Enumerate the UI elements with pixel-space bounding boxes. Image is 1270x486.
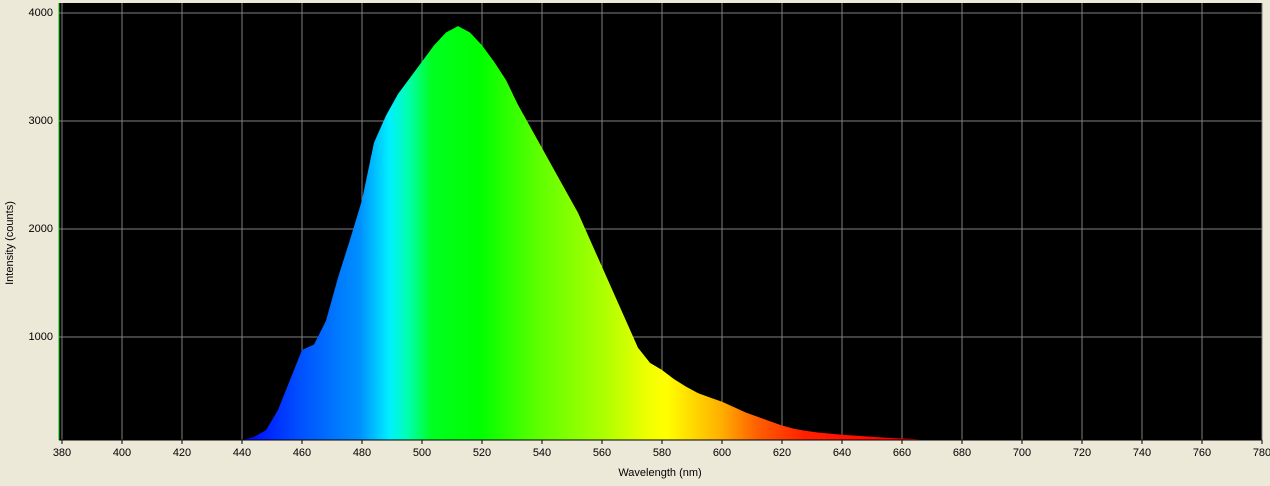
x-tick-label: 600 (713, 447, 731, 459)
x-tick-label: 640 (833, 447, 851, 459)
x-tick-label: 560 (593, 447, 611, 459)
x-tick-label: 540 (533, 447, 551, 459)
x-tick-label: 500 (413, 447, 431, 459)
x-tick-label: 700 (1013, 447, 1031, 459)
x-tick-label: 400 (113, 447, 131, 459)
y-tick-label: 4000 (29, 7, 53, 19)
x-tick-label: 760 (1193, 447, 1211, 459)
plot-area (59, 3, 1262, 440)
x-tick-label: 380 (53, 447, 71, 459)
x-tick-label: 740 (1133, 447, 1151, 459)
x-tick-label: 480 (353, 447, 371, 459)
x-tick-label: 680 (953, 447, 971, 459)
y-tick-label: 3000 (29, 115, 53, 127)
x-tick-label: 460 (293, 447, 311, 459)
x-tick-label: 620 (773, 447, 791, 459)
x-axis-label: Wavelength (nm) (618, 467, 701, 479)
x-tick-label: 520 (473, 447, 491, 459)
x-tick-label: 780 (1253, 447, 1270, 459)
spectrum-area (242, 26, 926, 441)
y-axis-label: Intensity (counts) (4, 201, 16, 285)
x-tick-label: 580 (653, 447, 671, 459)
x-tick-label: 440 (233, 447, 251, 459)
x-tick-label: 420 (173, 447, 191, 459)
x-tick-label: 720 (1073, 447, 1091, 459)
y-tick-label: 2000 (29, 223, 53, 235)
x-tick-label: 660 (893, 447, 911, 459)
y-tick-label: 1000 (29, 331, 53, 343)
